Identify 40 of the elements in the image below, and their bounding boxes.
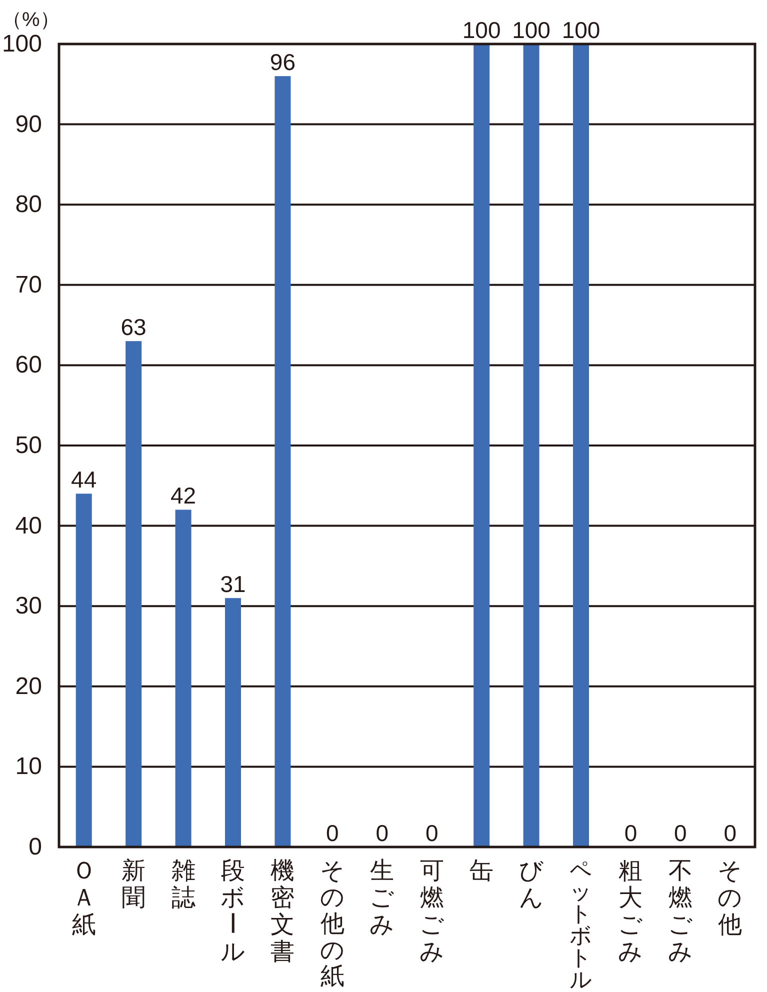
data-label: 31 [220, 571, 246, 598]
x-tick-label: 生ごみ [370, 858, 395, 939]
y-tick-label: 20 [15, 672, 42, 700]
data-label: 0 [326, 820, 339, 846]
y-tick-label: 30 [15, 592, 42, 620]
y-tick-label: 40 [15, 512, 42, 540]
data-label: 100 [462, 17, 501, 43]
x-tick-label: その他の紙 [320, 858, 345, 990]
x-tick-label: 新聞 [122, 858, 146, 912]
data-label: 96 [270, 49, 296, 76]
y-tick-label: 50 [15, 432, 42, 459]
y-tick-label: 100 [2, 30, 42, 58]
x-tick-label: ペットボトル [570, 856, 592, 992]
y-tick-label: 70 [15, 271, 42, 298]
x-tick-label: 可燃ごみ [419, 858, 444, 966]
data-label: 0 [425, 820, 438, 846]
x-tick-label: 缶 [470, 858, 494, 885]
x-tick-label: 粗大ごみ [618, 858, 644, 966]
data-label: 0 [624, 820, 638, 846]
data-label: 63 [120, 314, 146, 340]
data-label: 100 [562, 17, 600, 43]
y-axis-title: （%） [2, 9, 60, 31]
y-tick-label: 10 [15, 753, 42, 780]
x-tick-label: びん [518, 858, 544, 912]
y-tick-label: 0 [28, 834, 42, 860]
x-tick-label: ＯＡ紙 [72, 858, 96, 939]
x-tick-label: 不燃ごみ [668, 858, 693, 966]
x-tick-label: その他 [718, 858, 743, 939]
x-tick-label: 段ボール [218, 858, 246, 966]
data-label: 42 [170, 482, 196, 509]
y-tick-label: 90 [15, 110, 42, 138]
x-tick-label: 雑誌 [171, 858, 196, 912]
data-label: 0 [674, 820, 687, 846]
x-tick-label: 機密文書 [270, 858, 295, 966]
data-label: 100 [512, 17, 550, 43]
y-tick-label: 60 [15, 352, 42, 379]
data-label: 0 [376, 820, 389, 846]
data-label: 44 [71, 466, 97, 493]
y-tick-label: 80 [15, 191, 42, 218]
data-label: 0 [724, 820, 737, 846]
